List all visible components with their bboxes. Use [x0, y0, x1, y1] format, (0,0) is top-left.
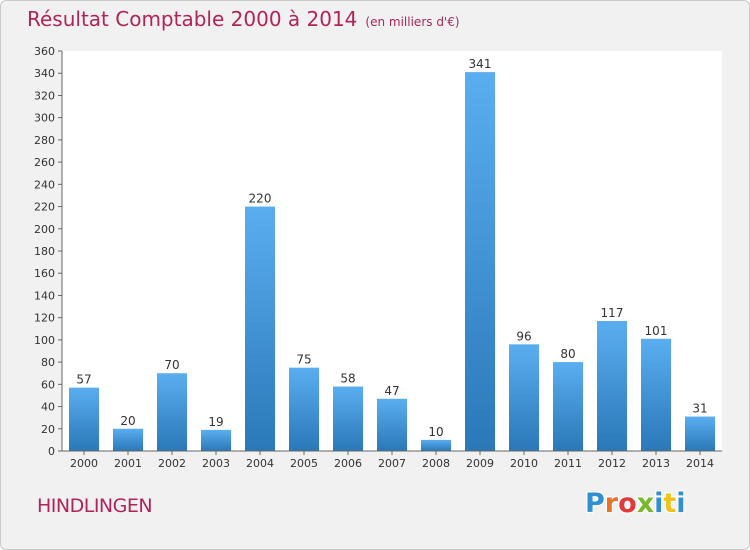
x-tick-label: 2010	[510, 457, 538, 470]
bar	[421, 439, 451, 451]
y-tick-label: 280	[34, 134, 55, 147]
y-tick-label: 180	[34, 245, 55, 258]
x-tick-label: 2003	[202, 457, 230, 470]
x-tick-label: 2012	[598, 457, 626, 470]
y-axis: 0 20 40 60 80 100 120 140 160 180 200 220 240 260 280 3…	[34, 45, 62, 458]
bar-value-label: 75	[296, 353, 311, 367]
x-tick-label: 2009	[466, 457, 494, 470]
logo-letter: r	[604, 488, 619, 519]
y-tick-label: 40	[41, 401, 55, 414]
bar	[597, 321, 627, 451]
logo-letter: t	[663, 488, 677, 519]
y-tick-label: 360	[34, 45, 55, 58]
proxiti-logo: Proxiti	[585, 488, 686, 519]
bar	[641, 338, 671, 451]
bar	[553, 362, 583, 451]
bar	[113, 428, 143, 451]
x-tick-label: 2008	[422, 457, 450, 470]
commune-name: HINDLINGEN	[37, 495, 153, 517]
logo-letter: P	[585, 488, 605, 519]
y-tick-label: 140	[34, 289, 55, 302]
x-tick-label: 2014	[686, 457, 714, 470]
x-tick-label: 2013	[642, 457, 670, 470]
bar-value-label: 101	[645, 324, 668, 338]
bar-value-label: 220	[249, 192, 272, 206]
logo-letter: i	[654, 488, 664, 519]
y-tick-label: 0	[48, 445, 55, 458]
bar-value-label: 57	[76, 373, 91, 387]
bar	[333, 386, 363, 451]
x-tick-label: 2004	[246, 457, 274, 470]
logo-letter: o	[618, 488, 637, 519]
y-tick-label: 20	[41, 423, 55, 436]
bar	[69, 387, 99, 451]
x-tick-label: 2002	[158, 457, 186, 470]
bar	[509, 344, 539, 451]
logo-letter: i	[676, 488, 686, 519]
y-tick-label: 240	[34, 178, 55, 191]
bar	[289, 367, 319, 451]
bar	[201, 429, 231, 451]
bar-value-label: 31	[692, 402, 707, 416]
x-tick-label: 2007	[378, 457, 406, 470]
chart-title-text: Résultat Comptable 2000 à 2014	[27, 7, 358, 31]
bar	[157, 373, 187, 451]
chart-subtitle: (en milliers d'€)	[365, 15, 460, 29]
bar	[465, 72, 495, 451]
bar	[685, 416, 715, 451]
y-tick-label: 260	[34, 156, 55, 169]
x-tick-label: 2006	[334, 457, 362, 470]
x-tick-label: 2005	[290, 457, 318, 470]
bar	[377, 398, 407, 451]
bar-value-label: 80	[560, 347, 575, 361]
x-axis: 2000 2001 2002 2003 2004 2005 2006 2007 2008 2009…	[70, 451, 714, 470]
bar-value-label: 117	[601, 306, 624, 320]
bar-value-label: 47	[384, 384, 399, 398]
y-tick-label: 160	[34, 267, 55, 280]
chart-title: Résultat Comptable 2000 à 2014 (en millie…	[27, 7, 460, 31]
x-tick-label: 2001	[114, 457, 142, 470]
bar-value-label: 341	[469, 57, 492, 71]
bar-value-label: 10	[428, 425, 443, 439]
bar-value-label: 96	[516, 329, 531, 343]
y-tick-label: 80	[41, 356, 55, 369]
bar-value-label: 58	[340, 372, 355, 386]
y-tick-label: 200	[34, 223, 55, 236]
bar-value-label: 20	[120, 414, 135, 428]
bars: 57 20 70 19 220 75 58 47 10 341 96 80 117 101 31	[69, 57, 715, 451]
bar-value-label: 70	[164, 358, 179, 372]
y-tick-label: 340	[34, 67, 55, 80]
y-tick-label: 220	[34, 201, 55, 214]
x-tick-label: 2011	[554, 457, 582, 470]
bar	[245, 206, 275, 451]
y-tick-label: 120	[34, 312, 55, 325]
x-tick-label: 2000	[70, 457, 98, 470]
y-tick-label: 300	[34, 112, 55, 125]
y-tick-label: 100	[34, 334, 55, 347]
y-tick-label: 60	[41, 378, 55, 391]
logo-letter: x	[636, 488, 655, 519]
y-tick-label: 320	[34, 89, 55, 102]
bar-value-label: 19	[208, 415, 223, 429]
